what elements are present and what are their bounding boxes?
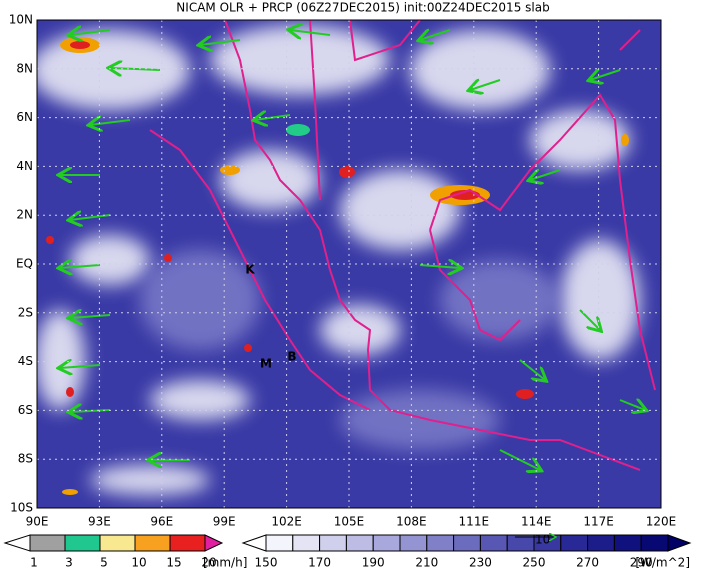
olr-field bbox=[37, 20, 661, 508]
lat-label: 8S bbox=[18, 452, 33, 466]
olr-swatch bbox=[453, 534, 481, 552]
lon-label: 102E bbox=[271, 515, 302, 529]
place-label: K bbox=[245, 263, 255, 277]
place-label: M bbox=[260, 357, 272, 371]
lat-label: EQ bbox=[16, 257, 33, 271]
lat-label: 10S bbox=[10, 501, 33, 515]
lon-label: 93E bbox=[88, 515, 111, 529]
olr-swatch bbox=[667, 534, 692, 552]
olr-label: 150 bbox=[255, 556, 278, 570]
olr-swatch bbox=[372, 534, 401, 552]
olr-swatch bbox=[292, 534, 321, 552]
place-label: B bbox=[287, 350, 296, 364]
lat-label: 2N bbox=[16, 208, 33, 222]
lon-label: 90E bbox=[26, 515, 49, 529]
lon-label: 114E bbox=[521, 515, 552, 529]
olr-label: 210 bbox=[415, 556, 438, 570]
precip-label: 20 bbox=[201, 556, 216, 570]
lat-label: 4N bbox=[16, 159, 33, 173]
olr-label: 290 bbox=[630, 556, 653, 570]
olr-swatch bbox=[319, 534, 347, 552]
lon-label: 108E bbox=[396, 515, 427, 529]
olr-swatch bbox=[399, 534, 428, 552]
olr-swatch bbox=[426, 534, 455, 552]
lon-label: 117E bbox=[583, 515, 614, 529]
title: NICAM OLR + PRCP (06Z27DEC2015) init:00Z… bbox=[176, 1, 549, 15]
lon-label: 99E bbox=[213, 515, 236, 529]
wind-vectors bbox=[60, 30, 645, 470]
precip-label: 1 bbox=[30, 556, 38, 570]
olr-swatch bbox=[613, 534, 642, 552]
precip-label: 15 bbox=[166, 556, 181, 570]
lat-label: 4S bbox=[18, 354, 33, 368]
olr-swatch bbox=[587, 534, 615, 552]
map-frame bbox=[36, 19, 662, 509]
olr-swatch bbox=[560, 534, 589, 552]
olr-label: 250 bbox=[523, 556, 546, 570]
lon-label: 120E bbox=[646, 515, 677, 529]
lat-label: 10N bbox=[9, 13, 33, 27]
olr-label: 230 bbox=[469, 556, 492, 570]
olr-swatch bbox=[479, 534, 508, 552]
olr-swatch bbox=[640, 534, 669, 552]
lat-label: 2S bbox=[18, 305, 33, 319]
vector-reference: 10 bbox=[535, 533, 550, 547]
lat-label: 6S bbox=[18, 403, 33, 417]
olr-unit: [W/m^2] bbox=[635, 556, 690, 570]
precip-label: 5 bbox=[100, 556, 108, 570]
olr-swatch bbox=[265, 534, 294, 552]
lat-label: 8N bbox=[16, 61, 33, 75]
lat-label: 6N bbox=[16, 110, 33, 124]
precip-colorbar bbox=[3, 534, 224, 552]
precip-unit: [mm/h] bbox=[203, 556, 247, 570]
olr-label: 270 bbox=[576, 556, 599, 570]
olr-swatch bbox=[345, 534, 374, 552]
olr-colorbar bbox=[241, 534, 692, 552]
precip-label: 3 bbox=[65, 556, 73, 570]
olr-label: 190 bbox=[362, 556, 385, 570]
precip-label: 10 bbox=[131, 556, 146, 570]
lon-label: 96E bbox=[150, 515, 173, 529]
lon-label: 105E bbox=[334, 515, 365, 529]
lon-label: 111E bbox=[459, 515, 490, 529]
olr-label: 170 bbox=[308, 556, 331, 570]
coastline bbox=[149, 20, 656, 471]
